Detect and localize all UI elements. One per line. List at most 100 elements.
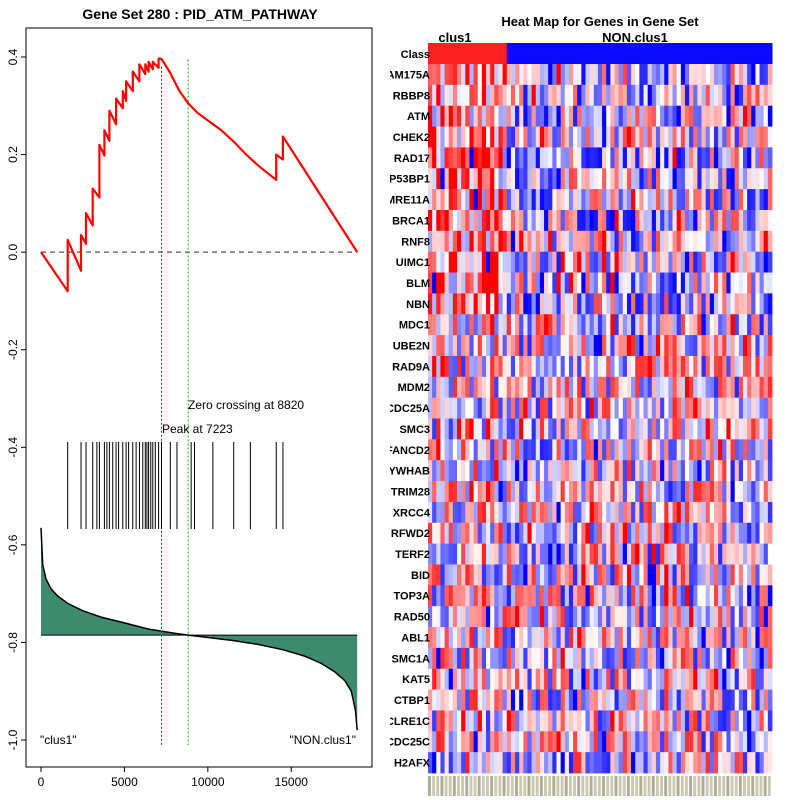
heatmap-cell [577, 501, 582, 524]
heatmap-cell [751, 314, 756, 336]
heatmap-cell [751, 606, 756, 628]
heatmap-cell [428, 543, 433, 565]
heatmap-cell [689, 501, 694, 524]
heatmap-cell [680, 126, 686, 148]
heatmap-cell [585, 189, 591, 211]
heatmap-cell [544, 230, 549, 253]
heatmap-cell [606, 627, 611, 649]
heatmap-cell [548, 397, 553, 419]
heatmap-cell [444, 481, 450, 503]
heatmap-cell [432, 335, 437, 357]
heatmap-cell [705, 272, 711, 294]
heatmap-cell [469, 168, 474, 190]
heatmap-cell [763, 585, 769, 607]
heatmap-cell [680, 272, 686, 294]
heatmap-cell [701, 668, 707, 690]
heatmap-cell [664, 335, 669, 357]
heatmap-cell [486, 647, 491, 670]
heatmap-cell [548, 668, 553, 690]
heatmap-cell [751, 585, 756, 607]
heatmap-cell [577, 126, 582, 148]
heatmap-cell [647, 147, 653, 169]
heatmap-cell [515, 293, 520, 315]
heatmap-cell [639, 376, 644, 399]
heatmap-cell [461, 397, 466, 419]
heatmap-cell [457, 189, 462, 211]
heatmap-cell [672, 731, 678, 753]
heatmap-cell [763, 272, 769, 294]
heatmap-cell [693, 189, 698, 211]
heatmap-cell [689, 752, 694, 774]
heatmap-cell [655, 481, 661, 503]
heatmap-cell [597, 209, 603, 232]
heatmap-cell [705, 397, 711, 419]
heatmap-cell [697, 752, 702, 774]
heatmap-cell [548, 501, 553, 524]
heatmap-cell [585, 355, 591, 378]
heatmap-cell [767, 543, 773, 565]
heatmap-cell [490, 668, 495, 690]
heatmap-cell [705, 314, 711, 336]
heatmap-cell [655, 251, 661, 273]
heatmap-cell [440, 481, 445, 503]
heatmap-cell [672, 481, 678, 503]
heatmap-cell [610, 209, 615, 232]
heatmap-cell [763, 355, 769, 378]
heatmap-cell [506, 627, 512, 649]
heatmap-cell [742, 689, 748, 711]
heatmap-cell [602, 501, 607, 524]
heatmap-cell [726, 147, 731, 169]
heatmap-cell [593, 147, 599, 169]
heatmap-cell [709, 105, 715, 127]
class-label: clus1 [438, 30, 471, 45]
heatmap-cell [477, 64, 483, 86]
heatmap-cell [693, 564, 698, 586]
heatmap-cell [664, 355, 669, 378]
heatmap-cell [469, 272, 474, 294]
heatmap-cell [589, 606, 595, 628]
sample-name-mark [693, 776, 697, 796]
heatmap-cell [697, 564, 702, 586]
gene-label: XRCC4 [393, 507, 431, 519]
heatmap-cell [709, 64, 715, 86]
heatmap-cell [531, 397, 537, 419]
heatmap-cell [589, 272, 595, 294]
right-class-label: "NON.clus1" [289, 733, 356, 747]
heatmap-cell [618, 84, 624, 107]
heatmap-cell [606, 752, 611, 774]
heatmap-cell [684, 105, 690, 127]
heatmap-cell [440, 147, 445, 169]
heatmap-cell [448, 501, 454, 524]
heatmap-cell [693, 168, 698, 190]
heatmap-cell [527, 752, 533, 774]
heatmap-cell [602, 105, 607, 127]
heatmap-cell [701, 355, 707, 378]
heatmap-cell [510, 439, 516, 461]
heatmap-cell [552, 439, 557, 461]
heatmap-cell [469, 251, 474, 273]
heatmap-cell [651, 710, 657, 732]
heatmap-cell [564, 710, 570, 732]
heatmap-cell [676, 64, 682, 86]
heatmap-cell [722, 418, 727, 440]
heatmap-cell [469, 126, 474, 148]
heatmap-cell [531, 168, 537, 190]
sample-name-mark [759, 776, 763, 796]
heatmap-cell [519, 752, 524, 774]
heatmap-cell [701, 84, 707, 107]
heatmap-cell [544, 335, 549, 357]
heatmap-cell [693, 251, 698, 273]
heatmap-cell [689, 355, 694, 378]
sample-name-mark [457, 776, 460, 796]
heatmap-cell [635, 126, 640, 148]
heatmap-cell [556, 564, 562, 586]
heatmap-cell [481, 64, 487, 86]
heatmap-cell [452, 168, 458, 190]
heatmap-cell [552, 710, 557, 732]
heatmap-cell [626, 543, 632, 565]
heatmap-cell [713, 439, 719, 461]
heatmap-cell [593, 522, 599, 545]
heatmap-cell [668, 189, 673, 211]
heatmap-cell [689, 335, 694, 357]
heatmap-cell [494, 168, 499, 190]
